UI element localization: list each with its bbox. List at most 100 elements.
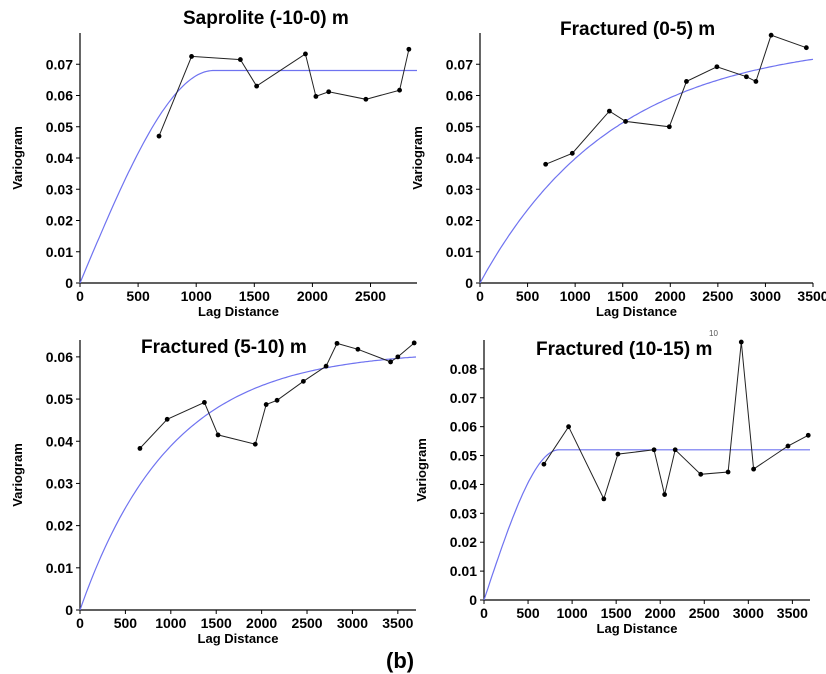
y-axis-label: Variogram — [10, 443, 25, 507]
variogram-plot-3: 0 0.01 0.02 0.03 0.04 0.05 0.06 0 500 1000 1500 200… — [10, 340, 417, 646]
data-point — [541, 461, 547, 467]
x-tick-label: 1000 — [181, 288, 212, 304]
x-tick-label: 500 — [114, 615, 138, 631]
experimental-variogram-line — [545, 34, 807, 165]
y-tick-label: 0.02 — [46, 518, 73, 534]
x-tick-label: 1500 — [607, 288, 638, 304]
experimental-variogram-line — [158, 49, 410, 137]
y-tick-label: 0.02 — [450, 534, 477, 550]
y-tick-label: 0.03 — [450, 505, 477, 521]
y-tick-label: 0.06 — [446, 88, 473, 104]
x-tick-label: 3500 — [382, 615, 413, 631]
x-tick-label: 2500 — [355, 288, 386, 304]
x-tick-label: 2500 — [702, 288, 733, 304]
data-point — [252, 441, 258, 447]
x-tick-label: 500 — [516, 605, 540, 621]
data-point — [803, 45, 809, 51]
y-tick-label: 0.06 — [46, 349, 73, 365]
y-tick-label: 0.05 — [450, 448, 477, 464]
y-axis-label: Variogram — [410, 126, 425, 190]
y-tick-label: 0.01 — [450, 563, 477, 579]
data-point — [714, 64, 720, 70]
data-point — [202, 400, 207, 405]
data-point — [164, 416, 170, 422]
x-tick-label: 1500 — [601, 605, 632, 621]
model-curve — [479, 58, 814, 284]
x-tick-label: 1000 — [560, 288, 591, 304]
y-tick-label: 0.03 — [446, 181, 473, 197]
x-tick-label: 1000 — [557, 605, 588, 621]
data-point — [254, 83, 260, 89]
model-curve — [79, 69, 417, 284]
x-tick-label: 0 — [76, 615, 84, 631]
y-tick-label: 0.03 — [46, 181, 73, 197]
data-point — [651, 447, 657, 453]
y-tick-label: 0.07 — [450, 390, 477, 406]
y-tick-label: 0 — [65, 602, 73, 618]
y-tick-label: 0.04 — [450, 476, 477, 492]
data-point — [137, 446, 143, 451]
y-tick-label: 0.03 — [46, 475, 73, 491]
data-point — [662, 492, 668, 497]
y-tick-label: 0.04 — [46, 150, 73, 166]
x-tick-label: 3000 — [337, 615, 368, 631]
x-tick-label: 1500 — [201, 615, 232, 631]
experimental-variogram-line — [139, 342, 415, 449]
y-tick-label: 0.01 — [46, 560, 73, 576]
y-tick-label: 0.07 — [446, 56, 473, 72]
data-point — [615, 451, 621, 457]
y-tick-label: 0.02 — [46, 213, 73, 229]
x-tick-label: 2500 — [689, 605, 720, 621]
x-tick-label: 2000 — [655, 288, 686, 304]
y-tick-label: 0.01 — [46, 244, 73, 260]
data-point — [753, 79, 759, 84]
x-axis-label: Lag Distance — [597, 621, 678, 636]
panel-title: Fractured (0-5) m — [560, 19, 716, 40]
data-point — [698, 471, 704, 477]
data-point — [623, 119, 628, 124]
data-point — [237, 57, 243, 62]
data-point — [300, 378, 306, 384]
y-tick-label: 0.08 — [450, 361, 477, 377]
variogram-plot-2: 0 0.01 0.02 0.03 0.04 0.05 0.06 0.07 0 500 1000 150… — [410, 32, 826, 319]
data-point — [326, 89, 332, 95]
data-point — [744, 74, 749, 80]
x-tick-label: 1500 — [239, 288, 270, 304]
data-point — [725, 469, 731, 475]
data-point — [768, 32, 774, 38]
data-point — [411, 340, 417, 346]
x-tick-label: 3000 — [750, 288, 781, 304]
y-axis-label: Variogram — [414, 438, 429, 502]
x-tick-label: 0 — [480, 605, 488, 621]
y-tick-label: 0.05 — [446, 119, 473, 135]
variogram-plot-4: 0 0.01 0.02 0.03 0.04 0.05 0.06 0.07 0.08 0 500 100… — [414, 339, 811, 636]
y-tick-label: 0.05 — [46, 119, 73, 135]
panel-title: Saprolite (-10-0) m — [183, 8, 349, 29]
x-axis-label: Lag Distance — [198, 631, 279, 646]
data-point — [684, 79, 689, 84]
x-tick-label: 2000 — [246, 615, 277, 631]
variogram-plot-1: 0 0.01 0.02 0.03 0.04 0.05 0.06 0.07 0 500 1000 150… — [10, 33, 417, 319]
data-point — [738, 339, 744, 345]
experimental-variogram-line — [543, 341, 809, 501]
data-point — [666, 124, 672, 130]
data-point — [189, 54, 194, 59]
x-tick-label: 1000 — [155, 615, 186, 631]
x-tick-label: 0 — [476, 288, 484, 304]
chart-canvas: 0 0.01 0.02 0.03 0.04 0.05 0.06 0.07 0 500 1000 150… — [10, 32, 826, 646]
panel-title: Fractured (5-10) m — [141, 337, 307, 358]
y-tick-label: 0 — [65, 275, 73, 291]
y-tick-label: 0.07 — [46, 56, 73, 72]
y-tick-label: 0.04 — [46, 433, 73, 449]
data-point — [406, 46, 412, 52]
data-point — [805, 432, 811, 438]
variogram-figure: Saprolite (-10-0) m Fractured (0-5) m Fr… — [10, 8, 826, 673]
data-point — [397, 87, 402, 93]
data-point — [388, 359, 393, 365]
data-point — [303, 51, 308, 57]
y-axis-label: Variogram — [10, 126, 25, 190]
data-point — [156, 133, 162, 139]
data-point — [606, 108, 612, 114]
x-tick-label: 2500 — [291, 615, 322, 631]
data-point — [215, 432, 221, 438]
